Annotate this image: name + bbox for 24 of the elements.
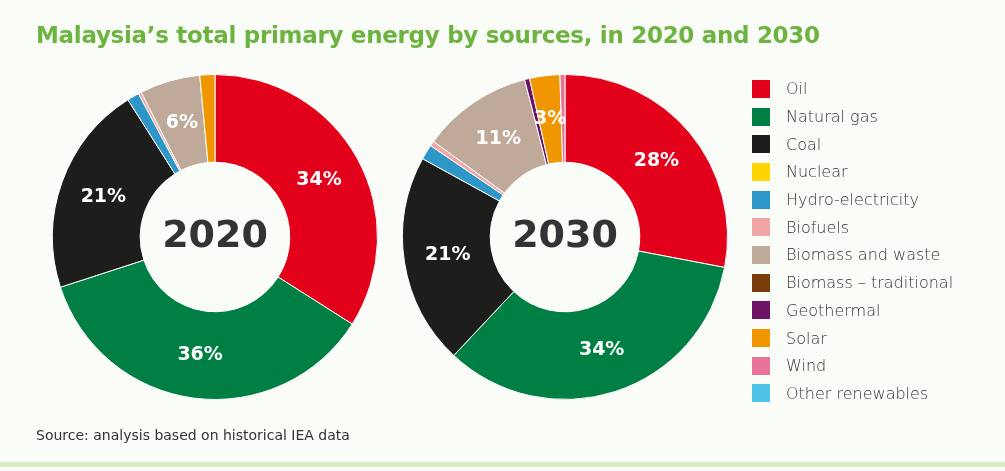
legend-label: Oil — [786, 79, 808, 99]
legend-label: Wind — [786, 356, 827, 376]
data-label: 36% — [177, 341, 223, 364]
data-label: 21% — [425, 242, 471, 265]
legend-label: Hydro-electricity — [786, 190, 919, 210]
legend-label: Natural gas — [786, 107, 878, 127]
slice-label: 2020 — [162, 211, 268, 256]
source-note: Source: analysis based on historical IEA data — [36, 427, 350, 443]
legend-label: Solar — [786, 328, 827, 348]
slice-label: 2030 — [512, 211, 618, 256]
legend-label: Other renewables — [786, 383, 929, 403]
legend-label: Biomass – traditional — [786, 273, 954, 293]
legend-label: Biomass and waste — [786, 245, 941, 265]
data-label: 34% — [296, 166, 342, 189]
legend-label: Biofuels — [786, 217, 850, 237]
data-label: 6% — [165, 110, 199, 133]
legend-label: Nuclear — [786, 162, 848, 182]
data-label: 28% — [633, 148, 680, 171]
legend-label: Geothermal — [786, 300, 881, 320]
data-label: 11% — [475, 125, 522, 148]
legend-label: Coal — [786, 134, 822, 154]
chart-title: Malaysia’s total primary energy by sources, in 2020 and 2030 — [36, 22, 820, 48]
data-label: 21% — [80, 183, 127, 206]
data-label: 34% — [578, 336, 625, 359]
